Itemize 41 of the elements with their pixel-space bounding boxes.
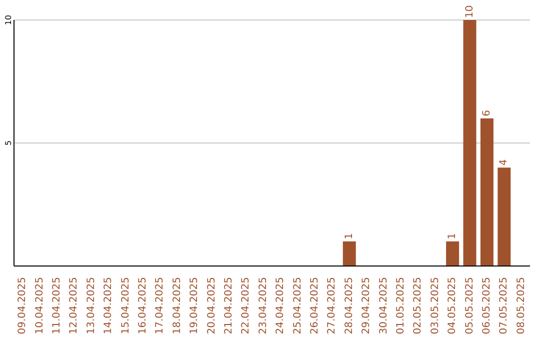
x-tick-label: 02.05.2025 bbox=[412, 277, 424, 334]
x-tick-label: 20.04.2025 bbox=[206, 277, 218, 334]
x-tick-label: 03.05.2025 bbox=[430, 277, 441, 334]
x-tick-label: 17.04.2025 bbox=[154, 277, 166, 334]
x-tick-label: 11.04.2025 bbox=[52, 277, 62, 334]
x-tick-label: 12.04.2025 bbox=[68, 277, 80, 334]
x-tick-label: 16.04.2025 bbox=[138, 277, 148, 334]
bar bbox=[446, 241, 460, 266]
x-tick-label: 01.05.2025 bbox=[396, 277, 406, 334]
x-tick-label: 22.04.2025 bbox=[240, 277, 252, 334]
x-tick-label: 15.04.2025 bbox=[120, 277, 132, 334]
bar bbox=[342, 241, 356, 266]
x-tick-label: 18.04.2025 bbox=[172, 277, 183, 334]
x-tick-label: 04.05.2025 bbox=[447, 277, 458, 334]
text: 1 bbox=[344, 233, 355, 240]
text: 1 bbox=[447, 233, 458, 240]
x-tick-label: 28.04.2025 bbox=[344, 277, 355, 334]
x-tick-label: 05.05.2025 bbox=[464, 277, 476, 334]
x-tick-label: 27.04.2025 bbox=[326, 277, 338, 334]
y-tick-label: 5 bbox=[4, 140, 13, 146]
x-tick-label: 26.04.2025 bbox=[310, 277, 320, 334]
x-tick-label: 21.04.2025 bbox=[224, 277, 234, 334]
text: 10 bbox=[464, 5, 476, 18]
bar bbox=[480, 118, 494, 266]
text: 4 bbox=[498, 159, 510, 166]
x-tick-label: 08.05.2025 bbox=[516, 277, 527, 334]
x-tick-label: 14.04.2025 bbox=[103, 277, 114, 334]
x-tick-label: 09.04.2025 bbox=[17, 277, 28, 334]
x-tick-label: 29.04.2025 bbox=[361, 277, 372, 334]
text: 6 bbox=[481, 110, 492, 116]
x-tick-label: 19.04.2025 bbox=[189, 277, 200, 334]
x-tick-label: 10.04.2025 bbox=[34, 277, 46, 334]
bar bbox=[498, 168, 511, 266]
x-tick-label: 23.04.2025 bbox=[258, 277, 269, 334]
x-tick-label: 30.04.2025 bbox=[378, 277, 390, 334]
x-tick-label: 06.05.2025 bbox=[482, 277, 492, 334]
x-tick-label: 07.05.2025 bbox=[498, 277, 510, 334]
x-tick-label: 25.04.2025 bbox=[292, 277, 304, 334]
x-tick-label: 24.04.2025 bbox=[275, 277, 286, 334]
x-tick-label: 13.04.2025 bbox=[86, 277, 97, 334]
bar bbox=[463, 20, 476, 266]
